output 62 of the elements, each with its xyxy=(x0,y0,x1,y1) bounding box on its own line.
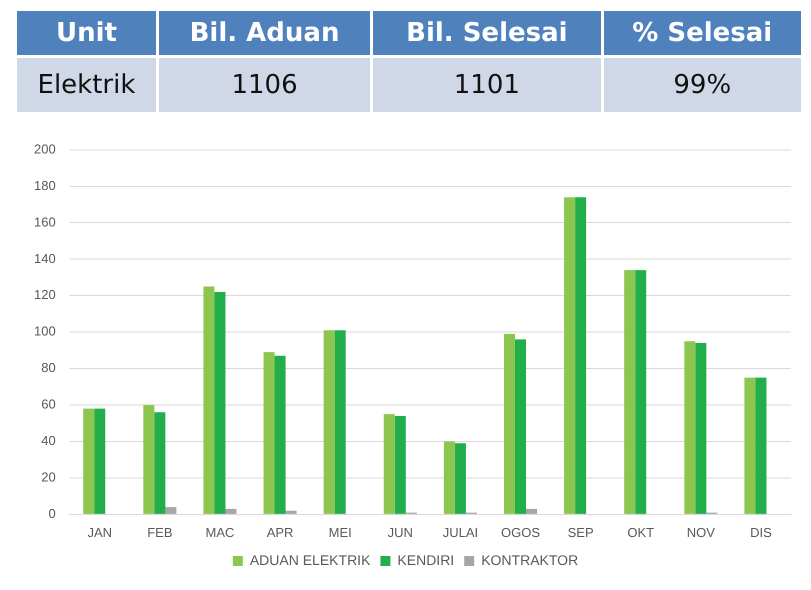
y-tick-label: 160 xyxy=(34,214,56,230)
text: 1101 xyxy=(373,58,601,112)
y-tick-label: 100 xyxy=(34,324,56,339)
bar xyxy=(575,197,586,514)
bar xyxy=(504,334,515,514)
bar xyxy=(214,292,226,514)
y-tick-label: 120 xyxy=(34,287,56,302)
x-tick-label: NOV xyxy=(686,524,716,540)
y-tick-label: 80 xyxy=(41,360,56,376)
y-tick-label: 200 xyxy=(34,141,56,156)
legend-label: KONTRAKTOR xyxy=(481,552,578,568)
text: % Selesai xyxy=(604,11,801,55)
legend-label: KENDIRI xyxy=(397,552,454,568)
bar xyxy=(755,378,766,514)
y-tick-label: 140 xyxy=(34,250,56,266)
x-tick-label: OKT xyxy=(627,524,654,540)
bar xyxy=(744,378,756,514)
text: Elektrik xyxy=(17,58,156,112)
bar xyxy=(515,339,526,514)
bar xyxy=(274,356,286,514)
text: 1106 xyxy=(158,58,370,112)
x-tick-label: MEI xyxy=(328,524,352,540)
bar xyxy=(264,352,275,514)
x-tick-label: FEB xyxy=(147,524,172,540)
legend-label: ADUAN ELEKTRIK xyxy=(250,552,372,568)
bar xyxy=(384,414,395,514)
y-tick-label: 60 xyxy=(41,396,56,412)
text: 99% xyxy=(604,58,801,112)
text: Bil. Aduan xyxy=(158,11,370,55)
y-tick-label: 0 xyxy=(48,506,56,521)
bar xyxy=(624,270,636,514)
bar xyxy=(444,441,455,514)
y-tick-label: 180 xyxy=(34,178,56,193)
bar xyxy=(324,330,335,514)
bar xyxy=(334,330,346,514)
bar xyxy=(454,443,466,514)
x-tick-label: MAC xyxy=(206,524,234,540)
bar xyxy=(154,412,166,514)
bar xyxy=(203,286,214,514)
bar xyxy=(83,408,94,514)
x-tick-label: JAN xyxy=(87,524,112,540)
bar xyxy=(526,508,538,514)
y-tick-label: 40 xyxy=(41,433,56,448)
text: Bil. Selesai xyxy=(373,11,601,55)
bar xyxy=(684,341,696,514)
x-tick-label: APR xyxy=(266,524,294,540)
x-tick-label: JULAI xyxy=(442,524,478,540)
x-tick-label: SEP xyxy=(568,524,594,540)
bar xyxy=(635,270,646,514)
x-tick-label: JUN xyxy=(388,524,413,540)
bar xyxy=(94,408,106,514)
bar xyxy=(225,508,236,514)
x-tick-label: OGOS xyxy=(501,524,540,540)
bar xyxy=(165,507,176,514)
text: Unit xyxy=(17,11,156,55)
bar xyxy=(394,416,406,514)
bar xyxy=(143,405,154,514)
x-tick-label: DIS xyxy=(750,524,772,540)
bar xyxy=(286,510,297,514)
bar xyxy=(564,197,576,514)
bar xyxy=(695,343,706,514)
y-tick-label: 20 xyxy=(41,470,56,485)
